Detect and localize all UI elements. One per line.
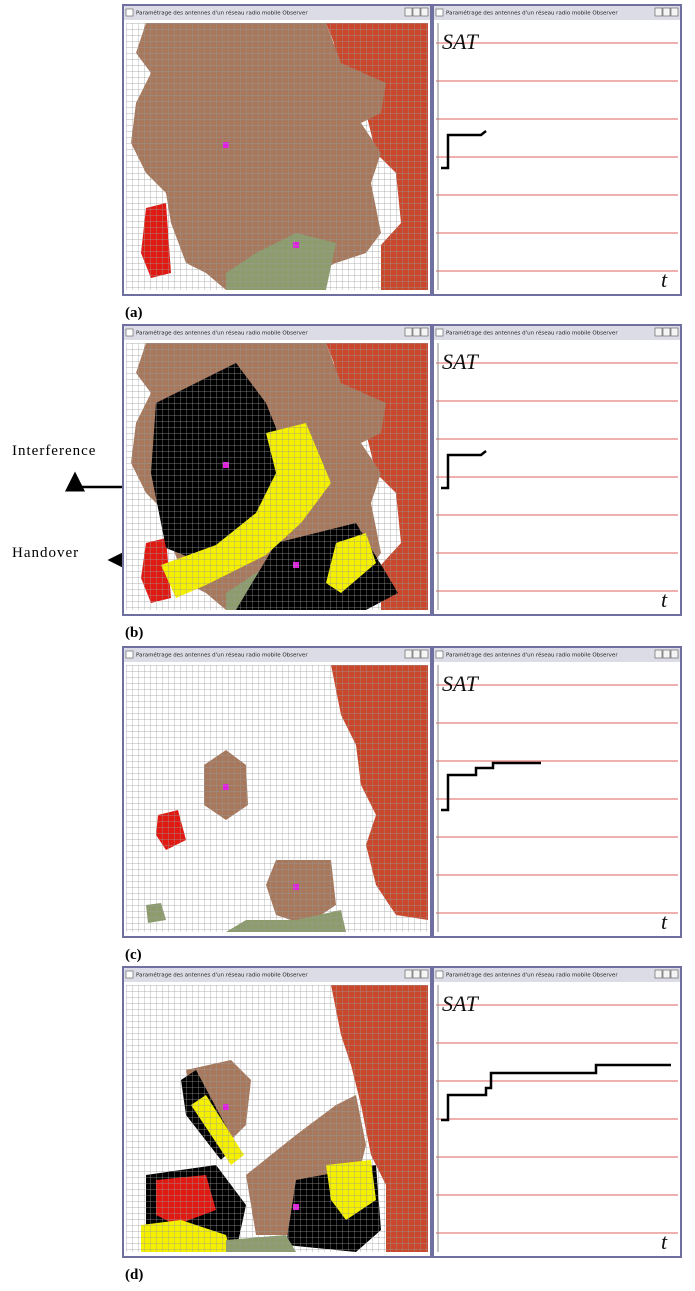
window-button bbox=[654, 969, 663, 979]
map bbox=[126, 665, 428, 932]
window bbox=[432, 646, 682, 938]
window-button bbox=[412, 649, 421, 659]
chart-title: SAT bbox=[442, 349, 480, 374]
sat-curve bbox=[441, 761, 541, 812]
panel-label: (c) bbox=[125, 947, 142, 963]
title-bar bbox=[124, 326, 430, 340]
chart-title: SAT bbox=[442, 671, 480, 696]
window-title: Paramétrage des antennes d'un réseau rad… bbox=[136, 10, 308, 17]
panel-label: (a) bbox=[125, 305, 143, 321]
window-icon bbox=[125, 970, 134, 979]
window-button bbox=[412, 969, 421, 979]
title-bar bbox=[434, 648, 680, 662]
window-button bbox=[412, 7, 421, 17]
map-grid bbox=[126, 23, 428, 290]
title-bar bbox=[124, 6, 430, 20]
x-axis-label: t bbox=[661, 587, 668, 612]
window-icon bbox=[435, 328, 444, 337]
panel: Paramétrage des antennes d'un réseau rad… bbox=[122, 324, 682, 641]
panel-label: (d) bbox=[125, 1267, 143, 1283]
chart: SAT t bbox=[436, 343, 678, 612]
chart-title: SAT bbox=[442, 991, 480, 1016]
window-button bbox=[662, 649, 671, 659]
window-button bbox=[670, 7, 679, 17]
window-button bbox=[670, 327, 679, 337]
window-icon bbox=[125, 650, 134, 659]
window-button bbox=[654, 7, 663, 17]
chart: SAT t bbox=[436, 665, 678, 934]
window-button bbox=[654, 327, 663, 337]
x-axis-label: t bbox=[661, 909, 668, 934]
sat-curve bbox=[441, 450, 487, 490]
title-bar bbox=[434, 968, 680, 982]
map-grid bbox=[126, 665, 428, 932]
window-button bbox=[412, 327, 421, 337]
window-button bbox=[404, 969, 413, 979]
panel: Paramétrage des antennes d'un réseau rad… bbox=[122, 966, 682, 1283]
panel-label: (b) bbox=[125, 625, 143, 641]
annotation: Handover bbox=[12, 545, 79, 561]
map bbox=[126, 343, 428, 610]
title-bar bbox=[124, 968, 430, 982]
chart: SAT t bbox=[436, 985, 678, 1254]
window-icon bbox=[435, 970, 444, 979]
window-button bbox=[654, 649, 663, 659]
window-button bbox=[404, 649, 413, 659]
window bbox=[432, 966, 682, 1258]
window-button bbox=[662, 327, 671, 337]
sat-curve bbox=[441, 1063, 671, 1122]
window-button bbox=[420, 327, 429, 337]
panel: Paramétrage des antennes d'un réseau rad… bbox=[122, 646, 682, 963]
window-title: Paramétrage des antennes d'un réseau rad… bbox=[446, 10, 618, 17]
x-axis-label: t bbox=[661, 1229, 668, 1254]
panel: Paramétrage des antennes d'un réseau rad… bbox=[122, 4, 682, 321]
window-button bbox=[662, 969, 671, 979]
x-axis-label: t bbox=[661, 267, 668, 292]
title-bar bbox=[434, 326, 680, 340]
map-grid bbox=[126, 985, 428, 1252]
window-button bbox=[420, 969, 429, 979]
window-button bbox=[404, 7, 413, 17]
window-button bbox=[404, 327, 413, 337]
window-icon bbox=[435, 650, 444, 659]
map bbox=[126, 985, 428, 1252]
chart: SAT t bbox=[436, 23, 678, 292]
window-button bbox=[420, 649, 429, 659]
map-grid bbox=[126, 343, 428, 610]
window bbox=[432, 4, 682, 296]
window-icon bbox=[125, 328, 134, 337]
window-title: Paramétrage des antennes d'un réseau rad… bbox=[446, 652, 618, 659]
window-button bbox=[420, 7, 429, 17]
window-title: Paramétrage des antennes d'un réseau rad… bbox=[446, 972, 618, 979]
map bbox=[126, 23, 428, 290]
window-button bbox=[662, 7, 671, 17]
window-title: Paramétrage des antennes d'un réseau rad… bbox=[136, 652, 308, 659]
window-button bbox=[670, 969, 679, 979]
window-title: Paramétrage des antennes d'un réseau rad… bbox=[446, 330, 618, 337]
window-icon bbox=[435, 8, 444, 17]
window-title: Paramétrage des antennes d'un réseau rad… bbox=[136, 972, 308, 979]
window-title: Paramétrage des antennes d'un réseau rad… bbox=[136, 330, 308, 337]
window-icon bbox=[125, 8, 134, 17]
window-button bbox=[670, 649, 679, 659]
chart-title: SAT bbox=[442, 29, 480, 54]
title-bar bbox=[434, 6, 680, 20]
window bbox=[432, 324, 682, 616]
sat-curve bbox=[441, 130, 487, 170]
title-bar bbox=[124, 648, 430, 662]
annotation: Interference bbox=[12, 443, 96, 459]
